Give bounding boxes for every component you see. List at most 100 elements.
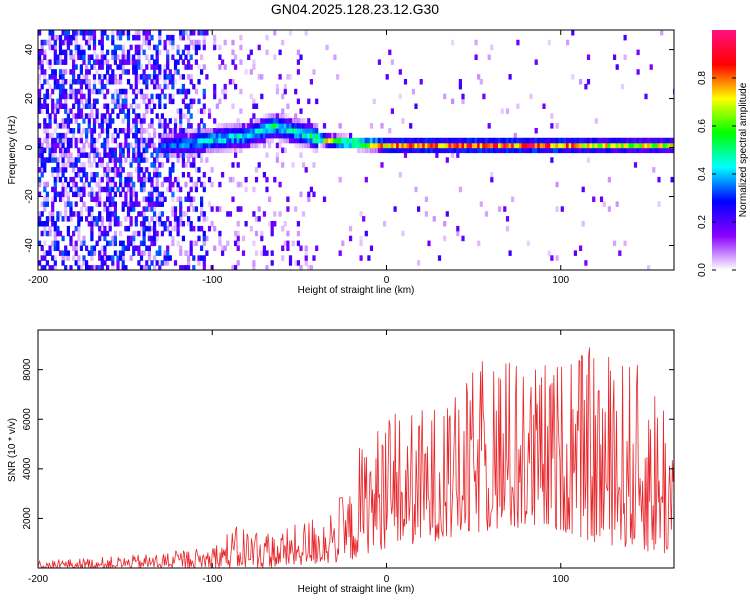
heatmap-cell	[92, 152, 97, 158]
heatmap-cell	[45, 230, 49, 237]
heatmap-cell	[644, 142, 648, 149]
heatmap-cell	[197, 123, 201, 129]
heatmap-cell	[187, 74, 191, 80]
heatmap-cell	[249, 132, 253, 139]
heatmap-cell	[51, 44, 55, 51]
x-tick-label: 0	[384, 275, 390, 286]
heatmap-cell	[121, 69, 125, 75]
heatmap-cell	[547, 137, 551, 144]
heatmap-cell	[296, 59, 300, 65]
heatmap-cell	[179, 74, 183, 80]
heatmap-cell	[484, 147, 489, 154]
heatmap-cell	[218, 54, 222, 60]
heatmap-cell	[40, 108, 44, 114]
snr-xlabel: Height of straight line (km)	[298, 584, 415, 595]
heatmap-cell	[132, 181, 136, 188]
heatmap-cell	[231, 142, 235, 149]
heatmap-cell	[503, 142, 507, 149]
heatmap-cell	[213, 83, 217, 90]
heatmap-cell	[92, 98, 97, 105]
heatmap-cell	[249, 49, 253, 56]
heatmap-cell	[82, 162, 86, 168]
heatmap-cell	[597, 137, 601, 144]
heatmap-cell	[48, 245, 52, 251]
heatmap-cell	[315, 132, 319, 139]
heatmap-cell	[150, 74, 154, 80]
heatmap-cell	[106, 255, 110, 261]
heatmap-cell	[296, 230, 300, 237]
heatmap-cell	[364, 230, 368, 237]
heatmap-cell	[126, 206, 131, 212]
heatmap-cell	[184, 162, 188, 168]
heatmap-cell	[328, 137, 332, 144]
heatmap-cell	[291, 123, 295, 129]
heatmap-cell	[53, 137, 57, 144]
heatmap-cell	[153, 147, 157, 154]
heatmap-cell	[77, 255, 81, 261]
heatmap-cell	[132, 152, 136, 158]
heatmap-cell	[189, 64, 193, 70]
heatmap-cell	[283, 88, 287, 95]
heatmap-cell	[275, 118, 279, 124]
heatmap-cell	[147, 39, 151, 46]
heatmap-cell	[411, 142, 415, 149]
heatmap-cell	[61, 74, 65, 80]
heatmap-cell	[236, 132, 240, 139]
heatmap-cell	[155, 49, 159, 56]
heatmap-cell	[124, 103, 128, 109]
heatmap-cell	[265, 113, 269, 119]
heatmap-cell	[137, 230, 141, 237]
heatmap-cell	[187, 216, 191, 222]
heatmap-cell	[513, 142, 517, 149]
heatmap-cell	[51, 137, 55, 144]
heatmap-cell	[184, 137, 188, 144]
heatmap-cell	[139, 74, 144, 80]
heatmap-cell	[53, 221, 57, 227]
heatmap-cell	[129, 206, 133, 212]
heatmap-cell	[265, 34, 269, 41]
heatmap-cell	[474, 147, 478, 154]
heatmap-cell	[226, 147, 230, 154]
heatmap-cell	[132, 118, 136, 124]
heatmap-cell	[85, 30, 89, 36]
heatmap-cell	[58, 54, 63, 60]
heatmap-cell	[119, 181, 123, 188]
heatmap-cell	[252, 103, 256, 109]
heatmap-cell	[79, 132, 83, 139]
heatmap-cell	[106, 79, 110, 85]
heatmap-cell	[304, 123, 308, 129]
heatmap-cell	[356, 142, 361, 149]
heatmap-cell	[155, 216, 159, 222]
heatmap-cell	[466, 137, 470, 144]
heatmap-cell	[72, 176, 76, 183]
heatmap-cell	[87, 30, 91, 36]
heatmap-cell	[464, 147, 468, 154]
heatmap-cell	[147, 191, 151, 198]
heatmap-cell	[113, 128, 117, 134]
heatmap-cell	[456, 225, 460, 232]
heatmap-cell	[51, 265, 55, 270]
heatmap-cell	[547, 250, 551, 256]
heatmap-cell	[72, 93, 76, 100]
heatmap-cell	[155, 157, 159, 163]
heatmap-cell	[312, 137, 316, 144]
heatmap-cell	[147, 225, 151, 232]
heatmap-cell	[192, 128, 196, 134]
heatmap-cell	[349, 142, 353, 149]
heatmap-cell	[153, 211, 157, 217]
heatmap-cell	[445, 157, 449, 163]
heatmap-cell	[98, 181, 102, 188]
heatmap-cell	[95, 69, 99, 75]
heatmap-cell	[451, 152, 455, 158]
heatmap-cell	[184, 54, 188, 60]
heatmap-cell	[202, 260, 206, 266]
heatmap-cell	[388, 49, 392, 56]
heatmap-cell	[66, 93, 70, 100]
heatmap-cell	[268, 132, 272, 139]
heatmap-cell	[202, 34, 206, 41]
heatmap-cell	[90, 255, 94, 261]
heatmap-cell	[181, 98, 185, 105]
heatmap-cell	[66, 113, 70, 119]
heatmap-cell	[581, 137, 585, 144]
heatmap-cell	[184, 132, 188, 139]
